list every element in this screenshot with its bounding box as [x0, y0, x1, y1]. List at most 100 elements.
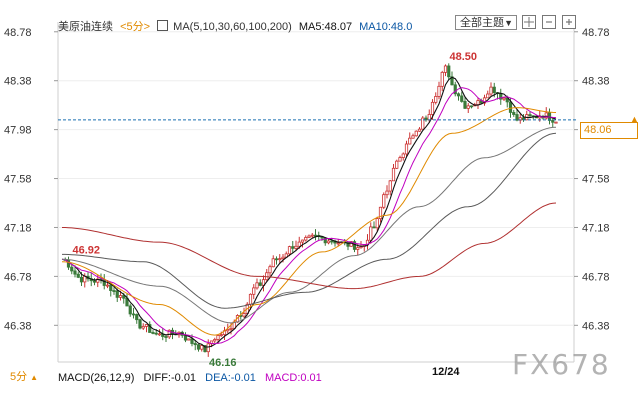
candle-body: [79, 276, 84, 283]
candle-body: [118, 295, 123, 298]
candle-body: [489, 86, 493, 95]
candle-body: [414, 130, 418, 137]
macd-diff: DIFF:-0.01: [143, 372, 197, 384]
candle-body: [226, 329, 230, 332]
candle-body: [417, 128, 422, 132]
candle-body: [408, 137, 412, 145]
ma5-value: MA5:48.07: [298, 21, 353, 33]
ma-toggle-checkbox[interactable]: [157, 20, 169, 31]
candle-body: [92, 280, 97, 283]
candle-body: [248, 293, 253, 305]
indicator-period-selector[interactable]: 5分 ▲: [10, 368, 38, 384]
candle-body: [148, 324, 152, 333]
candle-body: [352, 241, 357, 250]
candle-body: [551, 120, 555, 123]
candle-body: [398, 157, 402, 162]
candle-body: [268, 266, 272, 274]
ma30-line: [61, 107, 557, 336]
candle-body: [128, 305, 132, 315]
y-tick-label-right: 47.18: [582, 222, 610, 234]
candle-body: [508, 101, 513, 113]
candle-body: [216, 335, 220, 340]
candle-body: [229, 328, 233, 330]
candle-body: [401, 153, 405, 158]
candle-body: [281, 256, 285, 260]
candle-body: [466, 105, 470, 109]
instrument-name: 美原油连续: [58, 21, 113, 33]
price-up-arrow-icon: ▲: [630, 114, 639, 124]
annotation-low-label: 46.16: [209, 357, 237, 369]
candle-body: [421, 117, 425, 130]
ma200-line: [62, 202, 557, 290]
candle-body: [190, 338, 194, 344]
ma10-line: [61, 87, 557, 345]
candle-body: [502, 97, 506, 100]
candle-body: [427, 114, 431, 121]
candle-body: [375, 218, 379, 229]
candle-body: [326, 240, 331, 244]
candle-body: [453, 84, 457, 95]
ma-settings-label[interactable]: MA(5,10,30,60,100,200): [173, 21, 292, 33]
candle-body: [206, 343, 210, 353]
candle-body: [193, 343, 197, 346]
candle-body: [105, 284, 110, 287]
candle-body: [492, 86, 496, 94]
candle-body: [378, 206, 383, 220]
candle-body: [336, 242, 340, 245]
macd-params[interactable]: MACD(26,12,9): [58, 372, 135, 384]
candle-body: [164, 336, 168, 338]
candle-body: [460, 95, 464, 102]
candle-body: [274, 258, 279, 261]
candle-body: [391, 167, 396, 182]
candle-body: [330, 240, 334, 243]
zoom-in-icon[interactable]: [562, 15, 576, 29]
theme-dropdown[interactable]: 全部主题 ▼: [455, 15, 517, 30]
candle-body: [187, 338, 191, 341]
candle-body: [203, 345, 207, 353]
y-tick-label-right: 47.58: [582, 174, 610, 186]
y-tick-label-right: 48.38: [582, 76, 610, 88]
y-tick-label-left: 48.78: [4, 27, 32, 39]
candle-body: [307, 235, 311, 238]
y-tick-label-left: 47.58: [4, 174, 32, 186]
candle-body: [252, 287, 256, 295]
candle-body: [219, 334, 223, 337]
candle-body: [151, 332, 155, 334]
candle-body: [271, 258, 275, 268]
zoom-out-icon[interactable]: [542, 15, 556, 29]
candle-body: [404, 143, 409, 155]
ma100-line: [62, 132, 557, 309]
candle-body: [213, 339, 217, 342]
candle-body: [167, 329, 171, 338]
grid-toggle-icon[interactable]: [522, 15, 536, 29]
x-axis-date-label: 12/24: [432, 366, 460, 378]
candle-body: [157, 333, 162, 336]
candle-body: [385, 190, 389, 196]
ma10-value: MA10:48.0: [359, 21, 413, 33]
candle-body: [430, 101, 435, 115]
y-tick-label-left: 47.98: [4, 125, 32, 137]
candle-body: [242, 313, 246, 317]
y-tick-label-right: 46.78: [582, 271, 610, 283]
candle-body: [278, 258, 282, 261]
candle-body: [437, 85, 441, 97]
candle-body: [515, 114, 519, 121]
candle-body: [469, 105, 474, 108]
candle-body: [411, 135, 415, 139]
indicator-period-label: 5分: [10, 371, 28, 383]
current-price-tag: 48.06: [580, 122, 638, 139]
macd-dea: DEA:-0.01: [205, 372, 256, 384]
y-tick-label-left: 48.38: [4, 76, 32, 88]
y-tick-label-left: 47.18: [4, 222, 32, 234]
candle-body: [440, 71, 444, 87]
y-tick-label-left: 46.78: [4, 271, 32, 283]
indicator-bar: 5分 ▲ 12/24 MACD(26,12,9) DIFF:-0.01 DEA:-…: [0, 366, 640, 400]
chart-header: 美原油连续 <5分> MA(5,10,30,60,100,200) MA5:48…: [58, 18, 416, 34]
candle-body: [486, 93, 490, 99]
candle-body: [554, 121, 558, 124]
macd-value: MACD:0.01: [264, 372, 322, 384]
period-selector[interactable]: <5分>: [120, 21, 151, 33]
candle-body: [369, 226, 373, 241]
